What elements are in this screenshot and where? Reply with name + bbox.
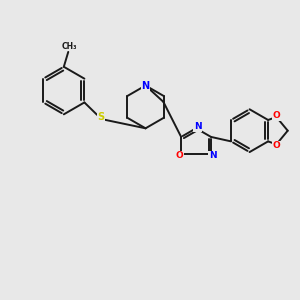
Text: N: N <box>142 80 150 91</box>
Text: CH₃: CH₃ <box>62 42 77 51</box>
Text: O: O <box>176 151 184 160</box>
Text: O: O <box>272 111 280 120</box>
Text: N: N <box>194 122 201 131</box>
Text: N: N <box>209 151 216 160</box>
Text: O: O <box>272 141 280 150</box>
Text: S: S <box>97 112 104 122</box>
